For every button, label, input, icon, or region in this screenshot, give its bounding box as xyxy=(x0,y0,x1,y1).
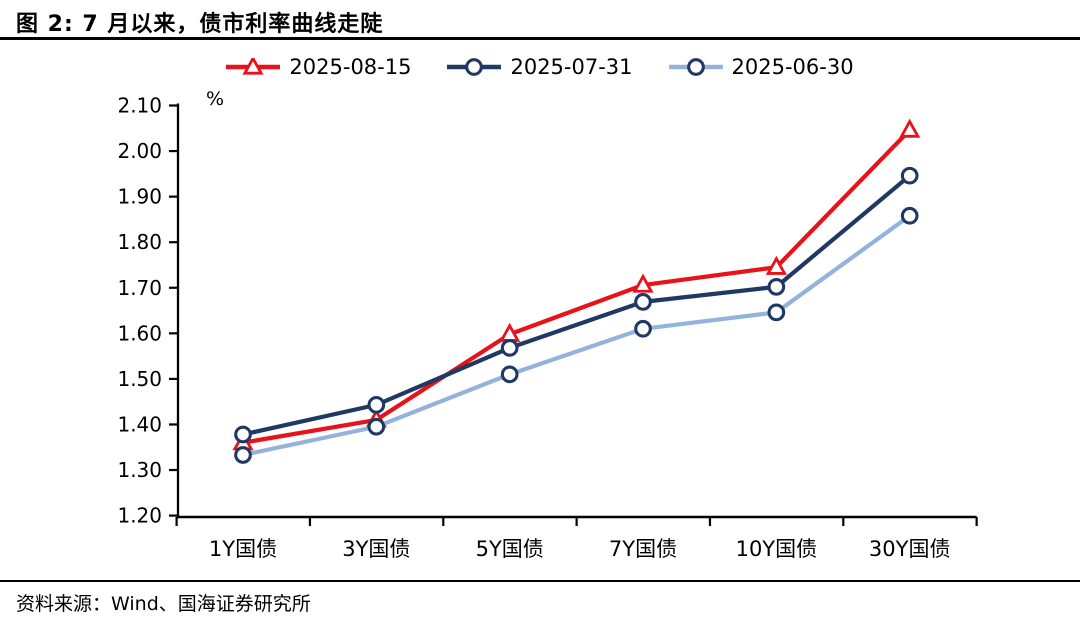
y-tick-label: 1.30 xyxy=(117,458,162,482)
legend-item-2025-07-31[interactable]: 2025-07-31 xyxy=(447,55,633,79)
legend-item-2025-06-30[interactable]: 2025-06-30 xyxy=(668,55,854,79)
y-tick-label: 1.20 xyxy=(117,504,162,528)
y-tick-label: 1.90 xyxy=(117,185,162,209)
source-note: 资料来源：Wind、国海证券研究所 xyxy=(16,593,311,615)
legend-circle-marker-icon xyxy=(447,58,502,76)
triangle-data-marker xyxy=(242,58,264,75)
legend-label: 2025-08-15 xyxy=(289,55,412,79)
circle-data-marker xyxy=(500,339,519,357)
y-tick-label: 1.60 xyxy=(117,321,162,345)
circle-data-marker xyxy=(234,425,252,444)
legend-triangle-marker-icon xyxy=(226,58,281,75)
circle-data-marker xyxy=(634,293,652,311)
legend-label: 2025-06-30 xyxy=(731,55,854,79)
series-line-2025-07-31 xyxy=(240,173,912,437)
series-line-2025-06-30 xyxy=(240,213,912,458)
x-tick-label: 3Y国债 xyxy=(342,537,410,561)
circle-data-marker xyxy=(900,206,919,225)
circle-data-marker xyxy=(634,319,652,338)
chart-legend: 2025-08-15 2025-07-31 2025-06-30 xyxy=(0,55,1080,79)
footer-divider xyxy=(0,580,1080,582)
x-tick-label: 30Y国债 xyxy=(869,537,951,561)
y-tick-label: 2.10 xyxy=(117,94,162,118)
x-tick-label: 10Y国债 xyxy=(736,537,818,561)
circle-data-marker xyxy=(234,446,252,464)
circle-data-marker xyxy=(367,396,386,414)
circle-data-marker xyxy=(900,166,919,185)
y-tick-label: 1.50 xyxy=(117,367,162,391)
triangle-data-marker xyxy=(765,255,787,275)
circle-data-marker xyxy=(500,365,519,384)
circle-data-marker xyxy=(465,58,484,76)
legend-item-2025-08-15[interactable]: 2025-08-15 xyxy=(226,55,411,79)
x-tick-label: 5Y国债 xyxy=(476,537,544,561)
x-tick-label: 1Y国债 xyxy=(209,537,277,561)
title-divider xyxy=(0,37,1080,40)
legend-circle-marker-icon xyxy=(668,58,723,76)
y-tick-label: 1.70 xyxy=(117,276,162,300)
triangle-data-marker xyxy=(899,118,921,138)
circle-data-marker xyxy=(767,303,786,322)
x-tick-label: 7Y国债 xyxy=(609,537,677,561)
circle-data-marker xyxy=(767,278,786,296)
y-tick-label: 1.40 xyxy=(117,412,162,436)
circle-data-marker xyxy=(686,58,705,76)
series-line-2025-08-15 xyxy=(240,128,912,445)
circle-data-marker xyxy=(367,417,386,436)
chart-title: 图 2: 7 月以来，债市利率曲线走陡 xyxy=(16,12,384,37)
triangle-data-marker xyxy=(632,273,654,293)
y-tick-label: 2.00 xyxy=(117,139,162,163)
y-axis-unit-label: % xyxy=(206,88,224,110)
y-tick-label: 1.80 xyxy=(117,230,162,254)
legend-label: 2025-07-31 xyxy=(510,55,633,79)
